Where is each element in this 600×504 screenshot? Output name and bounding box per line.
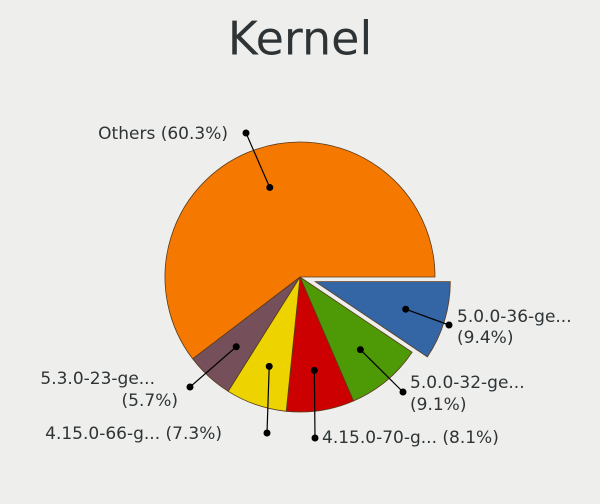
leader-dot	[402, 305, 410, 313]
leader-dot	[310, 366, 318, 374]
slice-name: 5.0.0-32-ge...	[410, 373, 525, 393]
pie-slice	[313, 281, 451, 358]
slice-value-label: (9.4%)	[457, 328, 513, 348]
leader-line	[405, 308, 450, 326]
leader-dot	[311, 434, 319, 442]
leader-dot	[186, 383, 194, 391]
slice-label: Others (60.3%)	[98, 124, 228, 144]
slice-value-label: (9.1%)	[410, 395, 466, 415]
slice-name: 4.15.0-66-g...	[45, 424, 160, 444]
slice-value-label: (8.1%)	[442, 428, 498, 448]
slice-value-label: (5.7%)	[122, 391, 178, 411]
pie-slice	[164, 141, 436, 360]
slice-name: Others	[98, 124, 155, 144]
slice-value-label: (7.3%)	[166, 424, 222, 444]
leader-dot	[242, 129, 250, 137]
leader-line	[189, 346, 237, 388]
leader-dot	[445, 321, 453, 329]
leader-dot	[232, 343, 240, 351]
leader-line	[359, 349, 404, 393]
slice-name: 5.3.0-23-ge...	[40, 369, 155, 389]
leader-dot	[263, 429, 271, 437]
slice-name: 5.0.0-36-ge...	[457, 307, 572, 327]
leader-line	[245, 132, 271, 188]
slice-name: 4.15.0-70-g...	[322, 428, 437, 448]
slice-label: 4.15.0-66-g... (7.3%)	[45, 424, 222, 444]
leader-dot	[266, 183, 274, 191]
leader-dot	[265, 362, 273, 370]
chart-title: Kernel	[228, 12, 373, 66]
slice-value-label: (60.3%)	[161, 124, 228, 144]
leader-dot	[399, 388, 407, 396]
leader-dot	[356, 346, 364, 354]
leader-line	[313, 370, 316, 439]
slice-label: 4.15.0-70-g... (8.1%)	[322, 428, 499, 448]
leader-line	[266, 366, 270, 434]
